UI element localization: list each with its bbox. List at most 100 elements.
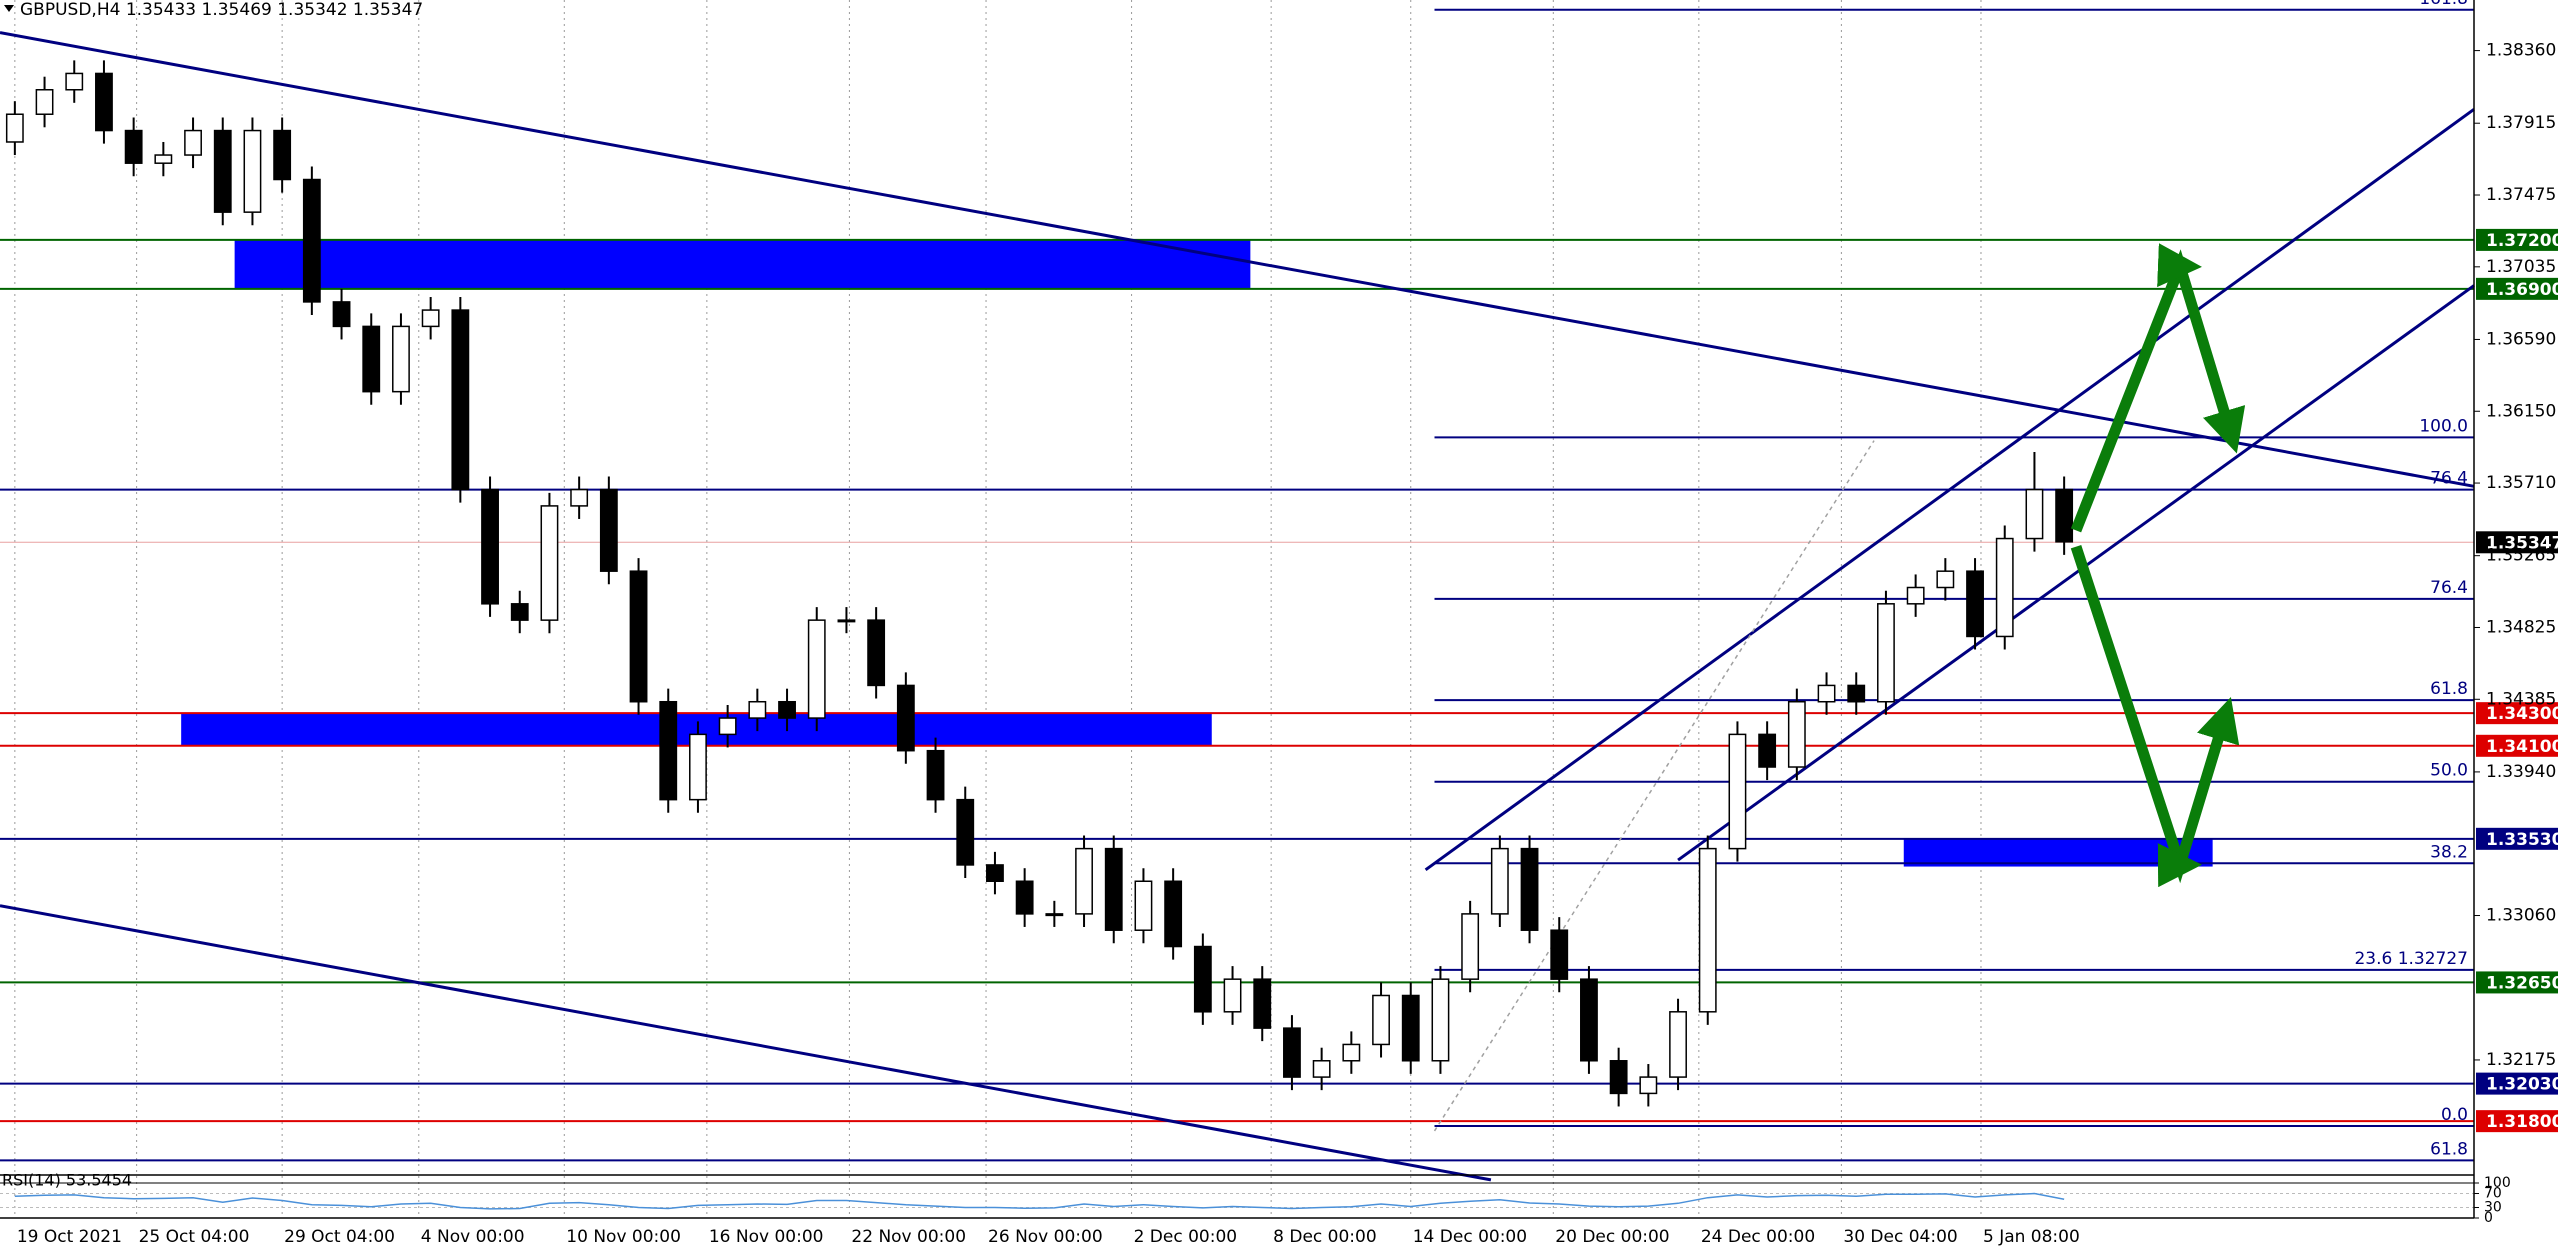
- rsi-tick-label: 100: [2484, 1175, 2511, 1191]
- candle-body: [1520, 847, 1539, 931]
- candle-body: [1728, 733, 1747, 850]
- candle-body: [1075, 847, 1093, 915]
- trendline: [1424, 108, 2475, 872]
- candles: [5, 60, 2074, 1107]
- y-tick-label: 1.33060: [2486, 906, 2556, 926]
- level-tag: [2476, 827, 2558, 850]
- level-tag: [2476, 277, 2558, 300]
- arrow: [2070, 243, 2246, 533]
- candle-body: [65, 72, 84, 91]
- candle-body: [243, 129, 262, 213]
- trendline: [0, 904, 1492, 1182]
- level-tag-label: 1.33530: [2486, 830, 2560, 850]
- x-tick-label: 2 Dec 00:00: [1134, 1227, 1238, 1247]
- y-tick-label: 1.35265: [2486, 546, 2556, 566]
- candle-body: [867, 619, 886, 687]
- candle-body: [1698, 847, 1717, 1013]
- x-tick-label: 30 Dec 04:00: [1843, 1227, 1957, 1247]
- candle-body: [689, 733, 707, 801]
- candle-body: [1342, 1043, 1361, 1062]
- candle-body: [1431, 978, 1450, 1062]
- fibo-label: 100.0: [2419, 416, 2468, 436]
- candle-body: [1669, 1011, 1687, 1078]
- candle-body: [1758, 733, 1777, 768]
- candle-body: [362, 325, 381, 393]
- candle-body: [332, 301, 351, 328]
- candle-body: [1787, 700, 1806, 768]
- level-tag: [2476, 971, 2558, 994]
- x-tick-label: 5 Jan 08:00: [1983, 1227, 2080, 1247]
- candle-body: [926, 749, 945, 801]
- level-tag: [2476, 1110, 2558, 1133]
- y-tick-label: 1.34825: [2486, 617, 2556, 637]
- candle-body: [392, 325, 410, 393]
- y-tick-label: 1.38360: [2486, 41, 2556, 61]
- candle-body: [421, 309, 440, 328]
- fibo-label: 0.0: [2441, 1105, 2468, 1125]
- candle-body: [599, 488, 618, 572]
- candle-body: [1015, 880, 1034, 915]
- y-tick-label: 1.32175: [2486, 1050, 2556, 1070]
- x-tick-label: 16 Nov 00:00: [709, 1227, 824, 1247]
- candle-body: [273, 129, 292, 181]
- fibo-label: 161.8: [2419, 0, 2468, 9]
- candle-body: [896, 684, 915, 752]
- candle-body: [1104, 847, 1123, 931]
- candle-body: [1966, 570, 1984, 638]
- level-tag-label: 1.32650: [2486, 973, 2560, 993]
- y-tick-label: 1.33940: [2486, 762, 2556, 782]
- candle-body: [956, 798, 975, 866]
- candle-body: [35, 89, 54, 115]
- level-tag: [2476, 228, 2558, 251]
- candle-body: [1580, 978, 1598, 1062]
- fibo-label: 23.6 1.32727: [2354, 949, 2468, 969]
- candle-body: [778, 700, 796, 719]
- candle-body: [481, 488, 499, 605]
- level-tag-label: 1.34300: [2486, 704, 2560, 724]
- y-tick-label: 1.37915: [2486, 113, 2556, 133]
- candle-body: [1639, 1076, 1658, 1095]
- candle-body: [986, 864, 1004, 882]
- trendline: [1433, 440, 1875, 1132]
- arrow: [2070, 544, 2240, 888]
- y-tick-label: 1.37035: [2486, 257, 2556, 277]
- trendline: [1677, 284, 2475, 862]
- candle-body: [1134, 880, 1153, 931]
- zone: [234, 239, 1251, 289]
- x-tick-label: 8 Dec 00:00: [1273, 1227, 1377, 1247]
- x-tick-label: 19 Oct 2021: [17, 1227, 122, 1247]
- x-tick-label: 25 Oct 04:00: [139, 1227, 250, 1247]
- candle-body: [510, 603, 529, 621]
- candle-body: [629, 570, 648, 703]
- level-tag: [2476, 734, 2558, 757]
- candle-body: [1283, 1027, 1301, 1078]
- level-tag-label: 1.36900: [2486, 280, 2560, 300]
- candle-body: [659, 700, 678, 801]
- candle-body: [451, 309, 470, 491]
- candle-body: [1193, 945, 1212, 1013]
- candle-body: [2055, 488, 2074, 543]
- candle-body: [1609, 1060, 1628, 1095]
- fibo-label: 61.8: [2430, 679, 2468, 699]
- candle-body: [124, 129, 143, 164]
- overlays: 1.37200 1.36900 1.35347 1.34300 1.34100 1.335…: [2070, 228, 2560, 1133]
- level-tag-label: 1.37200: [2486, 231, 2560, 251]
- candle-body: [718, 717, 737, 736]
- candle-body: [1312, 1060, 1331, 1078]
- fibo-label: 76.4: [2430, 469, 2468, 489]
- y-tick-label: 1.35710: [2486, 473, 2556, 493]
- candle-body: [748, 700, 767, 719]
- y-tick-label: 1.36590: [2486, 329, 2556, 349]
- x-tick-label: 14 Dec 00:00: [1413, 1227, 1527, 1247]
- candle-body: [1490, 847, 1509, 915]
- level-tag: [2476, 702, 2558, 725]
- rsi-tick-label: 70: [2484, 1186, 2502, 1202]
- x-tick-label: 10 Nov 00:00: [566, 1227, 681, 1247]
- candle-body: [807, 619, 826, 719]
- level-tag-label: 1.34100: [2486, 737, 2560, 757]
- candle-body: [154, 154, 173, 164]
- y-tick-label: 1.34385: [2486, 689, 2556, 709]
- x-tick-label: 24 Dec 00:00: [1701, 1227, 1815, 1247]
